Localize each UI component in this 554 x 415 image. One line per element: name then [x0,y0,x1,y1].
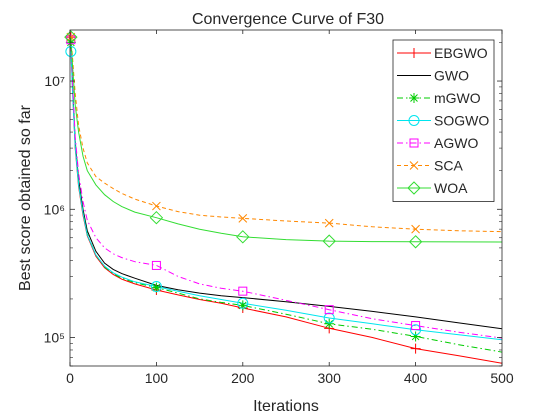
legend-label-gwo: GWO [434,68,469,84]
series-marker-sogwo [237,297,249,309]
series-marker-ebgwo [410,343,421,354]
x-tick-label: 100 [145,370,169,386]
series-marker-mgwo [237,300,248,311]
plot-border [69,29,503,367]
series-marker-sogwo [150,281,162,293]
series-marker-sogwo [410,324,422,336]
x-axis-label: Iterations [253,398,319,415]
series-line-sogwo [70,51,502,341]
legend-marker-woa [407,181,421,195]
legend-label-ebgwo: EBGWO [434,45,488,61]
series-marker-woa [149,210,164,225]
series-line-sca [70,37,502,233]
series-marker-agwo [238,286,248,296]
series-marker-sca [324,218,334,228]
series-marker-agwo [411,321,421,331]
series-marker-agwo [151,260,161,270]
y-tick-label: 10⁶ [44,201,65,217]
series-marker-sca [238,213,248,223]
x-tick-label: 200 [231,370,255,386]
series-marker-mgwo [410,331,421,342]
y-tick-label: 10⁷ [44,73,65,89]
series-line-woa [70,37,502,243]
series-marker-sogwo [65,45,77,57]
series-marker-woa [236,230,250,244]
legend-label-woa: WOA [434,180,468,196]
series-marker-woa [322,234,336,248]
legend-marker-ebgwo [409,48,419,58]
series-marker-agwo [324,305,334,315]
series-marker-woa [408,235,423,249]
legend-label-agwo: AGWO [434,135,478,151]
series-marker-mgwo [151,282,162,293]
legend: EBGWO GWO mGWO SOGWO AGWO SCA WOA [392,39,495,202]
series-marker-sca [411,224,420,234]
series-marker-mgwo [324,318,335,329]
legend-marker-sca [409,161,419,170]
legend-marker-mgwo [409,93,419,103]
chart-title: Convergence Curve of F30 [192,11,384,28]
series-layer [70,37,502,364]
x-tick-label: 300 [318,370,342,386]
series-marker-sogwo [323,312,335,324]
series-line-mgwo [70,42,502,353]
legend-label-sogwo: SOGWO [434,113,489,129]
axis-layer: 0 100 200 300 400 500 10⁵ 10⁶ 10⁷ [44,30,514,386]
series-marker-sca [152,201,161,211]
x-tick-label: 0 [66,370,74,386]
x-tick-label: 400 [404,370,428,386]
series-marker-woa [64,30,78,44]
legend-label-sca: SCA [434,158,463,174]
x-tick-label: 500 [490,370,514,386]
legend-marker-sogwo [408,115,420,126]
marker-layer [64,30,423,354]
y-axis-label: Best score obtained so far [17,104,34,291]
series-line-agwo [70,39,502,339]
legend-marker-agwo [409,138,419,148]
legend-label-mgwo: mGWO [434,90,481,106]
y-tick-label: 10⁵ [44,330,65,346]
